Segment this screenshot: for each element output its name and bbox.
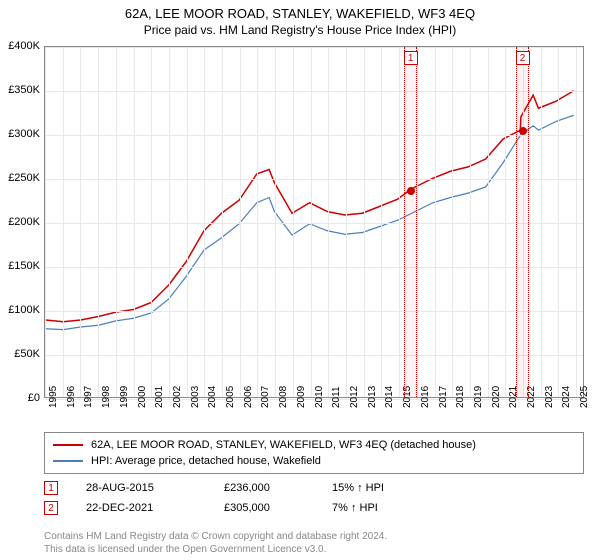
x-axis-tick: 2020 <box>491 386 502 408</box>
x-axis-tick: 2000 <box>137 386 148 408</box>
chart-title: 62A, LEE MOOR ROAD, STANLEY, WAKEFIELD, … <box>0 0 600 21</box>
legend-item-hpi: HPI: Average price, detached house, Wake… <box>53 453 575 469</box>
y-axis-tick: £0 <box>0 392 40 404</box>
sale-marker-box: 2 <box>44 501 58 515</box>
x-axis-tick: 2002 <box>172 386 183 408</box>
y-axis-tick: £350K <box>0 84 40 96</box>
legend-swatch <box>53 460 83 462</box>
sale-point-icon <box>407 187 415 195</box>
y-axis-tick: £200K <box>0 216 40 228</box>
legend-label: 62A, LEE MOOR ROAD, STANLEY, WAKEFIELD, … <box>91 439 476 451</box>
chart-container: 62A, LEE MOOR ROAD, STANLEY, WAKEFIELD, … <box>0 0 600 560</box>
x-axis-tick: 2016 <box>420 386 431 408</box>
x-axis-tick: 1999 <box>119 386 130 408</box>
y-axis-tick: £50K <box>0 348 40 360</box>
x-axis-tick: 2019 <box>473 386 484 408</box>
sale-price: £236,000 <box>224 482 304 494</box>
footer: Contains HM Land Registry data © Crown c… <box>44 530 584 556</box>
x-axis-tick: 2007 <box>260 386 271 408</box>
x-axis-tick: 2013 <box>367 386 378 408</box>
x-axis-tick: 2006 <box>243 386 254 408</box>
x-axis-tick: 2023 <box>544 386 555 408</box>
sale-marker-icon: 2 <box>516 51 530 65</box>
x-axis-tick: 1996 <box>66 386 77 408</box>
x-axis-tick: 2012 <box>349 386 360 408</box>
x-axis-tick: 2025 <box>579 386 590 408</box>
y-axis-tick: £250K <box>0 172 40 184</box>
sale-delta: 7% ↑ HPI <box>332 502 378 514</box>
footer-line: This data is licensed under the Open Gov… <box>44 543 584 556</box>
footer-line: Contains HM Land Registry data © Crown c… <box>44 530 584 543</box>
x-axis-tick: 2011 <box>331 386 342 408</box>
legend: 62A, LEE MOOR ROAD, STANLEY, WAKEFIELD, … <box>44 432 584 474</box>
legend-label: HPI: Average price, detached house, Wake… <box>91 455 321 467</box>
x-axis-tick: 2005 <box>225 386 236 408</box>
x-axis-tick: 2015 <box>402 386 413 408</box>
x-axis-tick: 2014 <box>384 386 395 408</box>
y-axis-tick: £150K <box>0 260 40 272</box>
y-axis-tick: £400K <box>0 40 40 52</box>
x-axis-tick: 1997 <box>83 386 94 408</box>
x-axis-tick: 1998 <box>101 386 112 408</box>
x-axis-tick: 2001 <box>154 386 165 408</box>
y-axis-tick: £100K <box>0 304 40 316</box>
sale-marker-icon: 1 <box>404 51 418 65</box>
sale-marker-box: 1 <box>44 481 58 495</box>
plot-area: 12 <box>44 46 584 398</box>
sale-price: £305,000 <box>224 502 304 514</box>
x-axis-tick: 2017 <box>438 386 449 408</box>
y-axis-tick: £300K <box>0 128 40 140</box>
x-axis-tick: 2009 <box>296 386 307 408</box>
sale-point-icon <box>519 127 527 135</box>
line-series-svg <box>45 47 583 397</box>
sale-row: 2 22-DEC-2021 £305,000 7% ↑ HPI <box>44 498 584 518</box>
legend-item-property: 62A, LEE MOOR ROAD, STANLEY, WAKEFIELD, … <box>53 437 575 453</box>
x-axis-tick: 2004 <box>207 386 218 408</box>
x-axis-tick: 2022 <box>526 386 537 408</box>
sale-delta: 15% ↑ HPI <box>332 482 384 494</box>
x-axis-tick: 2018 <box>455 386 466 408</box>
sale-date: 22-DEC-2021 <box>86 502 196 514</box>
x-axis-tick: 2003 <box>190 386 201 408</box>
sale-marker-band <box>404 47 416 397</box>
sale-date: 28-AUG-2015 <box>86 482 196 494</box>
x-axis-tick: 1995 <box>48 386 59 408</box>
sale-row: 1 28-AUG-2015 £236,000 15% ↑ HPI <box>44 478 584 498</box>
x-axis-tick: 2010 <box>314 386 325 408</box>
sales-table: 1 28-AUG-2015 £236,000 15% ↑ HPI 2 22-DE… <box>44 478 584 518</box>
legend-swatch <box>53 444 83 446</box>
chart-subtitle: Price paid vs. HM Land Registry's House … <box>0 21 600 37</box>
x-axis-tick: 2021 <box>508 386 519 408</box>
x-axis-tick: 2008 <box>278 386 289 408</box>
sale-marker-band <box>516 47 528 397</box>
x-axis-tick: 2024 <box>561 386 572 408</box>
